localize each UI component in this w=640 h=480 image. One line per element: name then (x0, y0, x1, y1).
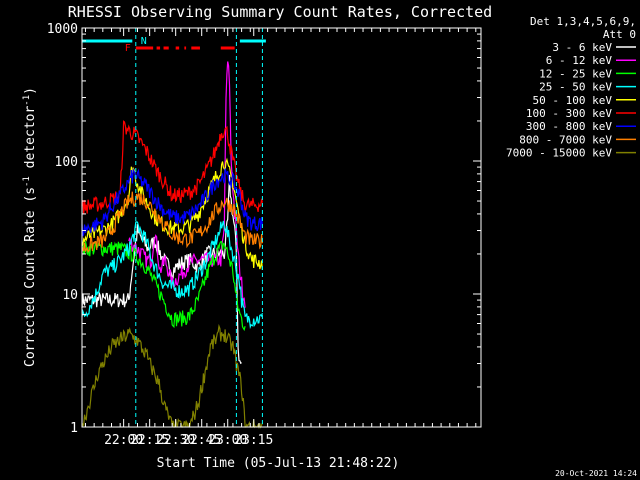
chart-title: RHESSI Observing Summary Count Rates, Co… (68, 3, 492, 21)
x-tick-label: 23:15 (234, 433, 273, 448)
y-tick-label: 10 (62, 288, 78, 303)
y-tick-label: 1 (70, 421, 78, 436)
legend-label: 6 - 12 keV (546, 54, 613, 67)
x-tick-label: 22:30 (156, 433, 195, 448)
x-tick-label: 22:00 (104, 433, 143, 448)
x-tick-label: 23:00 (208, 433, 247, 448)
series-group (81, 61, 263, 430)
legend-label: 100 - 300 keV (526, 107, 612, 120)
y-tick-label: 1000 (47, 22, 78, 37)
series-line-5 (81, 157, 263, 271)
legend-header-line-2: Att 0 (603, 28, 636, 41)
legend-label: 300 - 800 keV (526, 120, 612, 133)
legend-label: 25 - 50 keV (539, 81, 612, 94)
legend-label: 3 - 6 keV (552, 41, 612, 54)
flare-flag-label: F (125, 43, 131, 54)
legend-label: 800 - 7000 keV (519, 133, 612, 146)
legend-label: 7000 - 15000 keV (506, 147, 612, 160)
timestamp: 20-Oct-2021 14:24 (555, 469, 637, 478)
series-line-8 (81, 191, 263, 253)
x-axis-label: Start Time (05-Jul-13 21:48:22) (157, 456, 400, 471)
legend-header-line-1: Det 1,3,4,5,6,9, (530, 15, 636, 28)
plot-frame (81, 27, 482, 428)
overlay-group: FN (82, 28, 266, 427)
series-line-7 (81, 167, 263, 237)
x-tick-label: 22:15 (130, 433, 169, 448)
series-line-2 (128, 61, 246, 308)
series-line-4 (81, 220, 263, 330)
x-tick-label: 22:45 (182, 433, 221, 448)
series-line-6 (81, 120, 263, 215)
series-line-3 (81, 240, 246, 332)
legend-label: 12 - 25 keV (539, 67, 612, 80)
y-axis-label: Corrected Count Rate (s-1 detector-1) (22, 87, 38, 367)
night-marker-label: N (141, 36, 147, 47)
y-tick-label: 100 (55, 155, 78, 170)
legend-label: 50 - 100 keV (533, 94, 613, 107)
